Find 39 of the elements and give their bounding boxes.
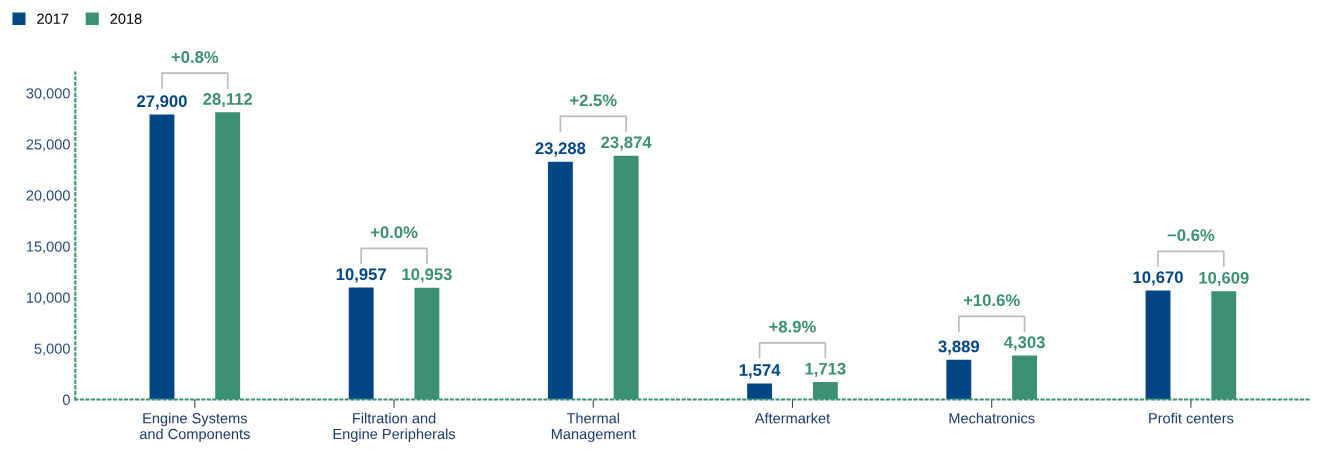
data-label: 3,889 bbox=[938, 340, 980, 355]
bar bbox=[547, 161, 573, 400]
bar bbox=[747, 383, 773, 400]
data-label: 4,303 bbox=[1003, 336, 1045, 351]
x-tick-label: Engine Systems and Components bbox=[139, 412, 250, 443]
y-tick-label: 30,000 bbox=[26, 88, 70, 101]
x-tick-label: Mechatronics bbox=[949, 412, 1035, 424]
y-tick-label: 25,000 bbox=[26, 139, 70, 152]
y-tick-label: 10,000 bbox=[26, 292, 70, 305]
annotation: −0.6% bbox=[1167, 229, 1215, 242]
bar bbox=[1145, 290, 1171, 400]
x-tick-label: Filtration and Engine Peripherals bbox=[333, 412, 456, 443]
x-tick-label: Profit centers bbox=[1149, 412, 1234, 424]
data-label: 1,713 bbox=[805, 362, 846, 377]
data-label: 10,670 bbox=[1133, 271, 1183, 286]
legend-label: 2017 bbox=[37, 13, 69, 24]
data-label: 1,574 bbox=[739, 364, 781, 379]
bar bbox=[149, 114, 175, 400]
data-label: 28,112 bbox=[203, 93, 253, 108]
x-tick-label: Aftermarket bbox=[754, 412, 831, 424]
annotation: +2.5% bbox=[570, 94, 617, 107]
data-label: 10,957 bbox=[336, 268, 386, 283]
y-tick-label: 0 bbox=[62, 394, 70, 405]
annotation: +10.6% bbox=[963, 294, 1020, 307]
y-tick-label: 15,000 bbox=[26, 241, 70, 254]
bar bbox=[348, 287, 374, 400]
data-label: 10,953 bbox=[402, 268, 452, 283]
legend-label: 2018 bbox=[110, 13, 142, 24]
y-tick-label: 5,000 bbox=[34, 343, 70, 356]
annotation: +0.0% bbox=[370, 226, 418, 239]
data-label: 23,288 bbox=[535, 142, 586, 157]
bar bbox=[946, 359, 972, 400]
y-tick-label: 20,000 bbox=[26, 190, 70, 203]
data-label: 23,874 bbox=[601, 136, 652, 151]
annotation: +8.9% bbox=[769, 320, 816, 333]
x-tick-label: Thermal Management bbox=[551, 412, 636, 443]
data-label: 10,609 bbox=[1199, 271, 1249, 287]
text: +0.8% bbox=[171, 51, 219, 63]
data-label: 27,900 bbox=[137, 95, 187, 110]
